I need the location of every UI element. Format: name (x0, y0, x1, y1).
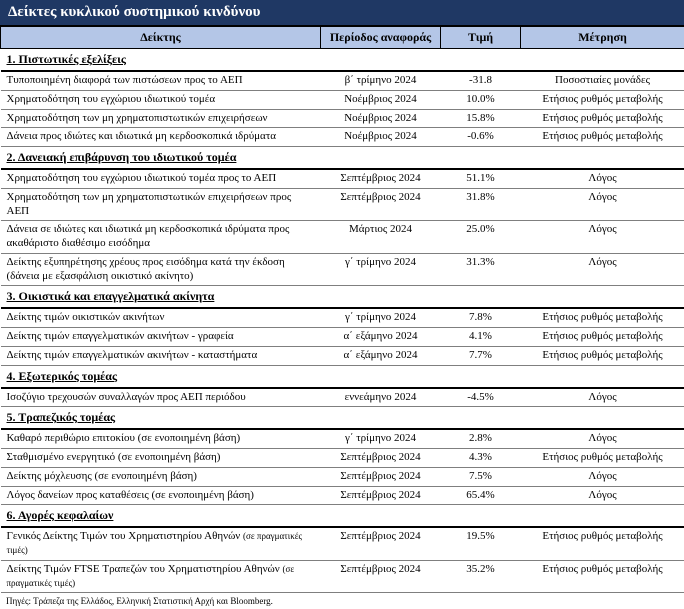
cell-measure: Ετήσιος ρυθμός μεταβολής (521, 90, 684, 109)
cell-measure: Ετήσιος ρυθμός μεταβολής (521, 308, 684, 327)
cell-period: Νοέμβριος 2024 (321, 109, 441, 128)
cell-value: 7.8% (441, 308, 521, 327)
cell-measure: Λόγος (521, 221, 684, 254)
cell-indicator: Ισοζύγιο τρεχουσών συναλλαγών προς ΑΕΠ π… (1, 388, 321, 407)
table-row: Χρηματοδότηση του εγχώριου ιδιωτικού τομ… (1, 169, 684, 188)
cell-measure: Λόγος (521, 188, 684, 221)
cell-value: 10.0% (441, 90, 521, 109)
cell-indicator: Χρηματοδότηση των μη χρηματοπιστωτικών ε… (1, 109, 321, 128)
cell-period: α΄ εξάμηνο 2024 (321, 328, 441, 347)
table-row: Δείκτης τιμών επαγγελματικών ακινήτων - … (1, 328, 684, 347)
cell-period: γ΄ τρίμηνο 2024 (321, 429, 441, 448)
table-row: Δείκτης μόχλευσης (σε ενοποιημένη βάση)Σ… (1, 467, 684, 486)
cell-period: Νοέμβριος 2024 (321, 128, 441, 147)
table-row: Δείκτης Τιμών FTSE Τραπεζών του Χρηματισ… (1, 560, 684, 593)
cell-indicator: Δείκτης μόχλευσης (σε ενοποιημένη βάση) (1, 467, 321, 486)
section-header: 5. Τραπεζικός τομέας (1, 407, 684, 430)
section-header: 2. Δανειακή επιβάρυνση του ιδιωτικού τομ… (1, 147, 684, 170)
table-row: Χρηματοδότηση των μη χρηματοπιστωτικών ε… (1, 188, 684, 221)
cell-period: α΄ εξάμηνο 2024 (321, 346, 441, 365)
cell-value: 4.3% (441, 449, 521, 468)
table-row: Δείκτης εξυπηρέτησης χρέους προς εισόδημ… (1, 253, 684, 286)
cell-measure: Ετήσιος ρυθμός μεταβολής (521, 328, 684, 347)
cell-value: 7.7% (441, 346, 521, 365)
table-row: Τυποποιημένη διαφορά των πιστώσεων προς … (1, 71, 684, 90)
cell-period: Σεπτέμβριος 2024 (321, 467, 441, 486)
cell-period: γ΄ τρίμηνο 2024 (321, 308, 441, 327)
cell-period: Νοέμβριος 2024 (321, 90, 441, 109)
cell-indicator: Τυποποιημένη διαφορά των πιστώσεων προς … (1, 71, 321, 90)
col-value: Τιμή (441, 27, 521, 49)
table-row: Δείκτης τιμών οικιστικών ακινήτωνγ΄ τρίμ… (1, 308, 684, 327)
table-title: Δείκτες κυκλικού συστημικού κινδύνου (0, 0, 684, 26)
cell-indicator: Δείκτης Τιμών FTSE Τραπεζών του Χρηματισ… (1, 560, 321, 593)
cell-value: 19.5% (441, 527, 521, 560)
cell-value: -0.6% (441, 128, 521, 147)
cell-period: Σεπτέμβριος 2024 (321, 188, 441, 221)
section-header: 6. Αγορές κεφαλαίων (1, 505, 684, 528)
cell-period: Σεπτέμβριος 2024 (321, 449, 441, 468)
cell-value: 35.2% (441, 560, 521, 593)
cell-value: 7.5% (441, 467, 521, 486)
cell-indicator: Δείκτης εξυπηρέτησης χρέους προς εισόδημ… (1, 253, 321, 286)
cell-measure: Λόγος (521, 253, 684, 286)
cell-value: 25.0% (441, 221, 521, 254)
table-row: Δάνεια σε ιδιώτες και ιδιωτικά μη κερδοσ… (1, 221, 684, 254)
cell-measure: Ποσοστιαίες μονάδες (521, 71, 684, 90)
section-header: 4. Εξωτερικός τομέας (1, 365, 684, 388)
cell-value: 4.1% (441, 328, 521, 347)
table-row: Σταθμισμένο ενεργητικό (σε ενοποιημένη β… (1, 449, 684, 468)
cell-indicator: Σταθμισμένο ενεργητικό (σε ενοποιημένη β… (1, 449, 321, 468)
cell-value: 31.8% (441, 188, 521, 221)
section-header: 3. Οικιστικά και επαγγελματικά ακίνητα (1, 286, 684, 309)
cell-measure: Ετήσιος ρυθμός μεταβολής (521, 109, 684, 128)
cell-indicator: Χρηματοδότηση των μη χρηματοπιστωτικών ε… (1, 188, 321, 221)
cell-value: 2.8% (441, 429, 521, 448)
cell-value: 51.1% (441, 169, 521, 188)
cell-period: εννεάμηνο 2024 (321, 388, 441, 407)
cell-period: γ΄ τρίμηνο 2024 (321, 253, 441, 286)
table-row: Χρηματοδότηση του εγχώριου ιδιωτικού τομ… (1, 90, 684, 109)
cell-measure: Λόγος (521, 388, 684, 407)
cell-indicator: Δείκτης τιμών οικιστικών ακινήτων (1, 308, 321, 327)
cell-indicator: Δείκτης τιμών επαγγελματικών ακινήτων - … (1, 346, 321, 365)
cell-indicator: Δάνεια προς ιδιώτες και ιδιωτικά μη κερδ… (1, 128, 321, 147)
cell-measure: Ετήσιος ρυθμός μεταβολής (521, 128, 684, 147)
cell-indicator: Γενικός Δείκτης Τιμών του Χρηματιστηρίου… (1, 527, 321, 560)
cell-measure: Ετήσιος ρυθμός μεταβολής (521, 527, 684, 560)
cell-measure: Λόγος (521, 467, 684, 486)
section-header: 1. Πιστωτικές εξελίξεις (1, 49, 684, 72)
header-row: Δείκτης Περίοδος αναφοράς Τιμή Μέτρηση (1, 27, 684, 49)
cell-period: Σεπτέμβριος 2024 (321, 169, 441, 188)
cell-measure: Ετήσιος ρυθμός μεταβολής (521, 560, 684, 593)
indicators-table: Δείκτης Περίοδος αναφοράς Τιμή Μέτρηση 1… (0, 26, 684, 593)
cell-period: Σεπτέμβριος 2024 (321, 560, 441, 593)
cell-indicator: Δάνεια σε ιδιώτες και ιδιωτικά μη κερδοσ… (1, 221, 321, 254)
cell-value: 15.8% (441, 109, 521, 128)
cell-value: -4.5% (441, 388, 521, 407)
cell-period: Μάρτιος 2024 (321, 221, 441, 254)
table-row: Δάνεια προς ιδιώτες και ιδιωτικά μη κερδ… (1, 128, 684, 147)
cell-value: 31.3% (441, 253, 521, 286)
col-measure: Μέτρηση (521, 27, 684, 49)
table-row: Ισοζύγιο τρεχουσών συναλλαγών προς ΑΕΠ π… (1, 388, 684, 407)
cell-measure: Λόγος (521, 169, 684, 188)
table-row: Γενικός Δείκτης Τιμών του Χρηματιστηρίου… (1, 527, 684, 560)
cell-indicator: Καθαρό περιθώριο επιτοκίου (σε ενοποιημέ… (1, 429, 321, 448)
col-indicator: Δείκτης (1, 27, 321, 49)
cell-indicator: Χρηματοδότηση του εγχώριου ιδιωτικού τομ… (1, 169, 321, 188)
table-row: Δείκτης τιμών επαγγελματικών ακινήτων - … (1, 346, 684, 365)
cell-measure: Λόγος (521, 429, 684, 448)
cell-period: β΄ τρίμηνο 2024 (321, 71, 441, 90)
table-row: Χρηματοδότηση των μη χρηματοπιστωτικών ε… (1, 109, 684, 128)
sources-footer: Πηγές: Τράπεζα της Ελλάδος, Ελληνική Στα… (0, 593, 684, 609)
cell-indicator: Δείκτης τιμών επαγγελματικών ακινήτων - … (1, 328, 321, 347)
cell-measure: Ετήσιος ρυθμός μεταβολής (521, 449, 684, 468)
cell-measure: Ετήσιος ρυθμός μεταβολής (521, 346, 684, 365)
col-period: Περίοδος αναφοράς (321, 27, 441, 49)
cell-indicator: Χρηματοδότηση του εγχώριου ιδιωτικού τομ… (1, 90, 321, 109)
cell-value: -31.8 (441, 71, 521, 90)
cell-period: Σεπτέμβριος 2024 (321, 527, 441, 560)
table-row: Καθαρό περιθώριο επιτοκίου (σε ενοποιημέ… (1, 429, 684, 448)
